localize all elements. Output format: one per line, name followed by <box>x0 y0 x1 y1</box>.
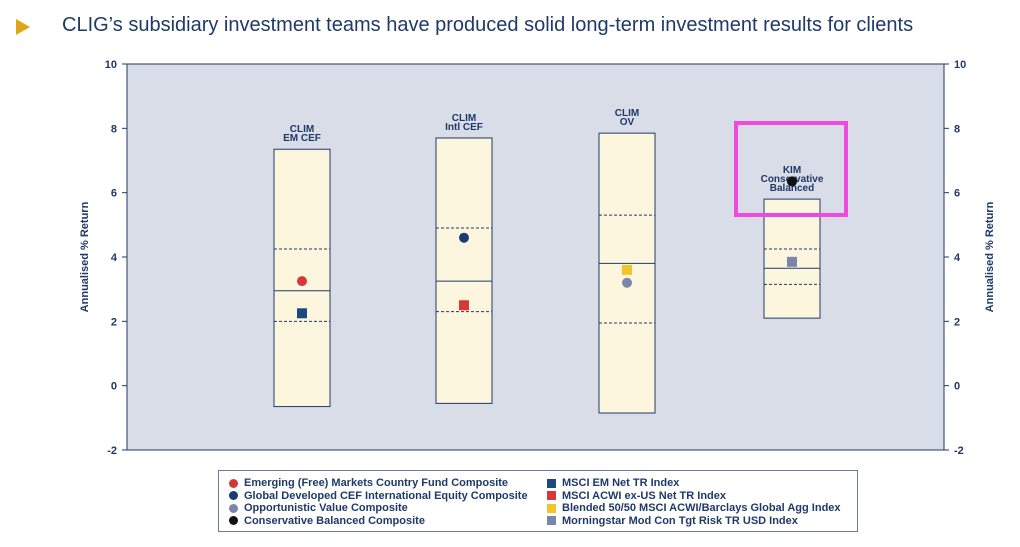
legend-item-label: MSCI EM Net TR Index <box>562 477 680 490</box>
y-tick-label-left: 0 <box>111 381 117 393</box>
y-tick-label-right: 8 <box>954 123 960 135</box>
box-label: Balanced <box>770 183 814 194</box>
y-tick-label-left: 6 <box>111 188 117 200</box>
box-label: CLIM <box>290 124 314 135</box>
headline-bar: CLIG’s subsidiary investment teams have … <box>10 10 1010 44</box>
legend-square-marker <box>547 478 556 488</box>
legend-square-marker <box>547 503 556 513</box>
benchmark-square-marker <box>787 256 797 267</box>
y-tick-label-right: 10 <box>954 59 966 71</box>
legend-item: MSCI EM Net TR Index <box>547 477 841 490</box>
chart-legend: Emerging (Free) Markets Country Fund Com… <box>218 470 858 532</box>
play-arrow-icon <box>16 19 30 35</box>
legend-square-marker <box>547 491 556 501</box>
box-label: EM CEF <box>283 133 321 144</box>
legend-item-label: Blended 50/50 MSCI ACWI/Barclays Global … <box>562 502 841 515</box>
box-label: CLIM <box>452 113 476 124</box>
y-tick-label-right: -2 <box>954 445 964 457</box>
y-tick-label-right: 0 <box>954 381 960 393</box>
page-title: CLIG’s subsidiary investment teams have … <box>62 14 914 36</box>
legend-item: Blended 50/50 MSCI ACWI/Barclays Global … <box>547 502 841 515</box>
legend-item: Opportunistic Value Composite <box>229 502 528 515</box>
benchmark-square-marker <box>459 300 469 311</box>
legend-item: Emerging (Free) Markets Country Fund Com… <box>229 477 528 490</box>
legend-square-marker <box>547 516 556 526</box>
legend-item-label: Conservative Balanced Composite <box>244 514 425 527</box>
legend-item-label: Global Developed CEF International Equit… <box>244 489 528 502</box>
legend-item: Global Developed CEF International Equit… <box>229 490 528 503</box>
legend-column-left: Emerging (Free) Markets Country Fund Com… <box>229 477 528 527</box>
y-tick-label-left: 2 <box>111 316 117 328</box>
composite-circle-marker <box>787 176 797 187</box>
legend-column-right: MSCI EM Net TR Index MSCI ACWI ex-US Net … <box>547 477 841 527</box>
benchmark-square-marker <box>622 264 632 275</box>
composite-circle-marker <box>297 276 307 287</box>
y-axis-label-left: Annualised % Return <box>79 201 91 312</box>
legend-item-label: MSCI ACWI ex-US Net TR Index <box>562 489 726 502</box>
legend-circle-marker <box>229 491 238 501</box>
benchmark-square-marker <box>297 308 307 319</box>
legend-item-label: Morningstar Mod Con Tgt Risk TR USD Inde… <box>562 514 798 527</box>
y-tick-label-left: 8 <box>111 123 117 135</box>
legend-circle-marker <box>229 516 238 526</box>
y-tick-label-right: 4 <box>954 252 961 264</box>
legend-item-label: Opportunistic Value Composite <box>244 502 408 515</box>
legend-circle-marker <box>229 503 238 513</box>
highlight-box <box>734 121 848 217</box>
y-tick-label-left: -2 <box>107 445 117 457</box>
composite-circle-marker <box>622 277 632 288</box>
y-tick-label-left: 10 <box>105 59 117 71</box>
legend-item-label: Emerging (Free) Markets Country Fund Com… <box>244 477 509 490</box>
legend-item: MSCI ACWI ex-US Net TR Index <box>547 490 841 503</box>
range-box <box>435 137 493 404</box>
box-label: Intl CEF <box>445 122 483 133</box>
y-tick-label-left: 4 <box>111 252 118 264</box>
y-axis-label-right: Annualised % Return <box>984 201 996 312</box>
box-label: KIM <box>783 165 801 176</box>
box-label: OV <box>620 117 635 128</box>
y-tick-label-right: 6 <box>954 188 960 200</box>
box-label: CLIM <box>615 108 639 119</box>
legend-circle-marker <box>229 478 238 488</box>
y-tick-label-right: 2 <box>954 316 960 328</box>
legend-item: Morningstar Mod Con Tgt Risk TR USD Inde… <box>547 515 841 528</box>
legend-item: Conservative Balanced Composite <box>229 515 528 528</box>
composite-circle-marker <box>459 232 469 243</box>
